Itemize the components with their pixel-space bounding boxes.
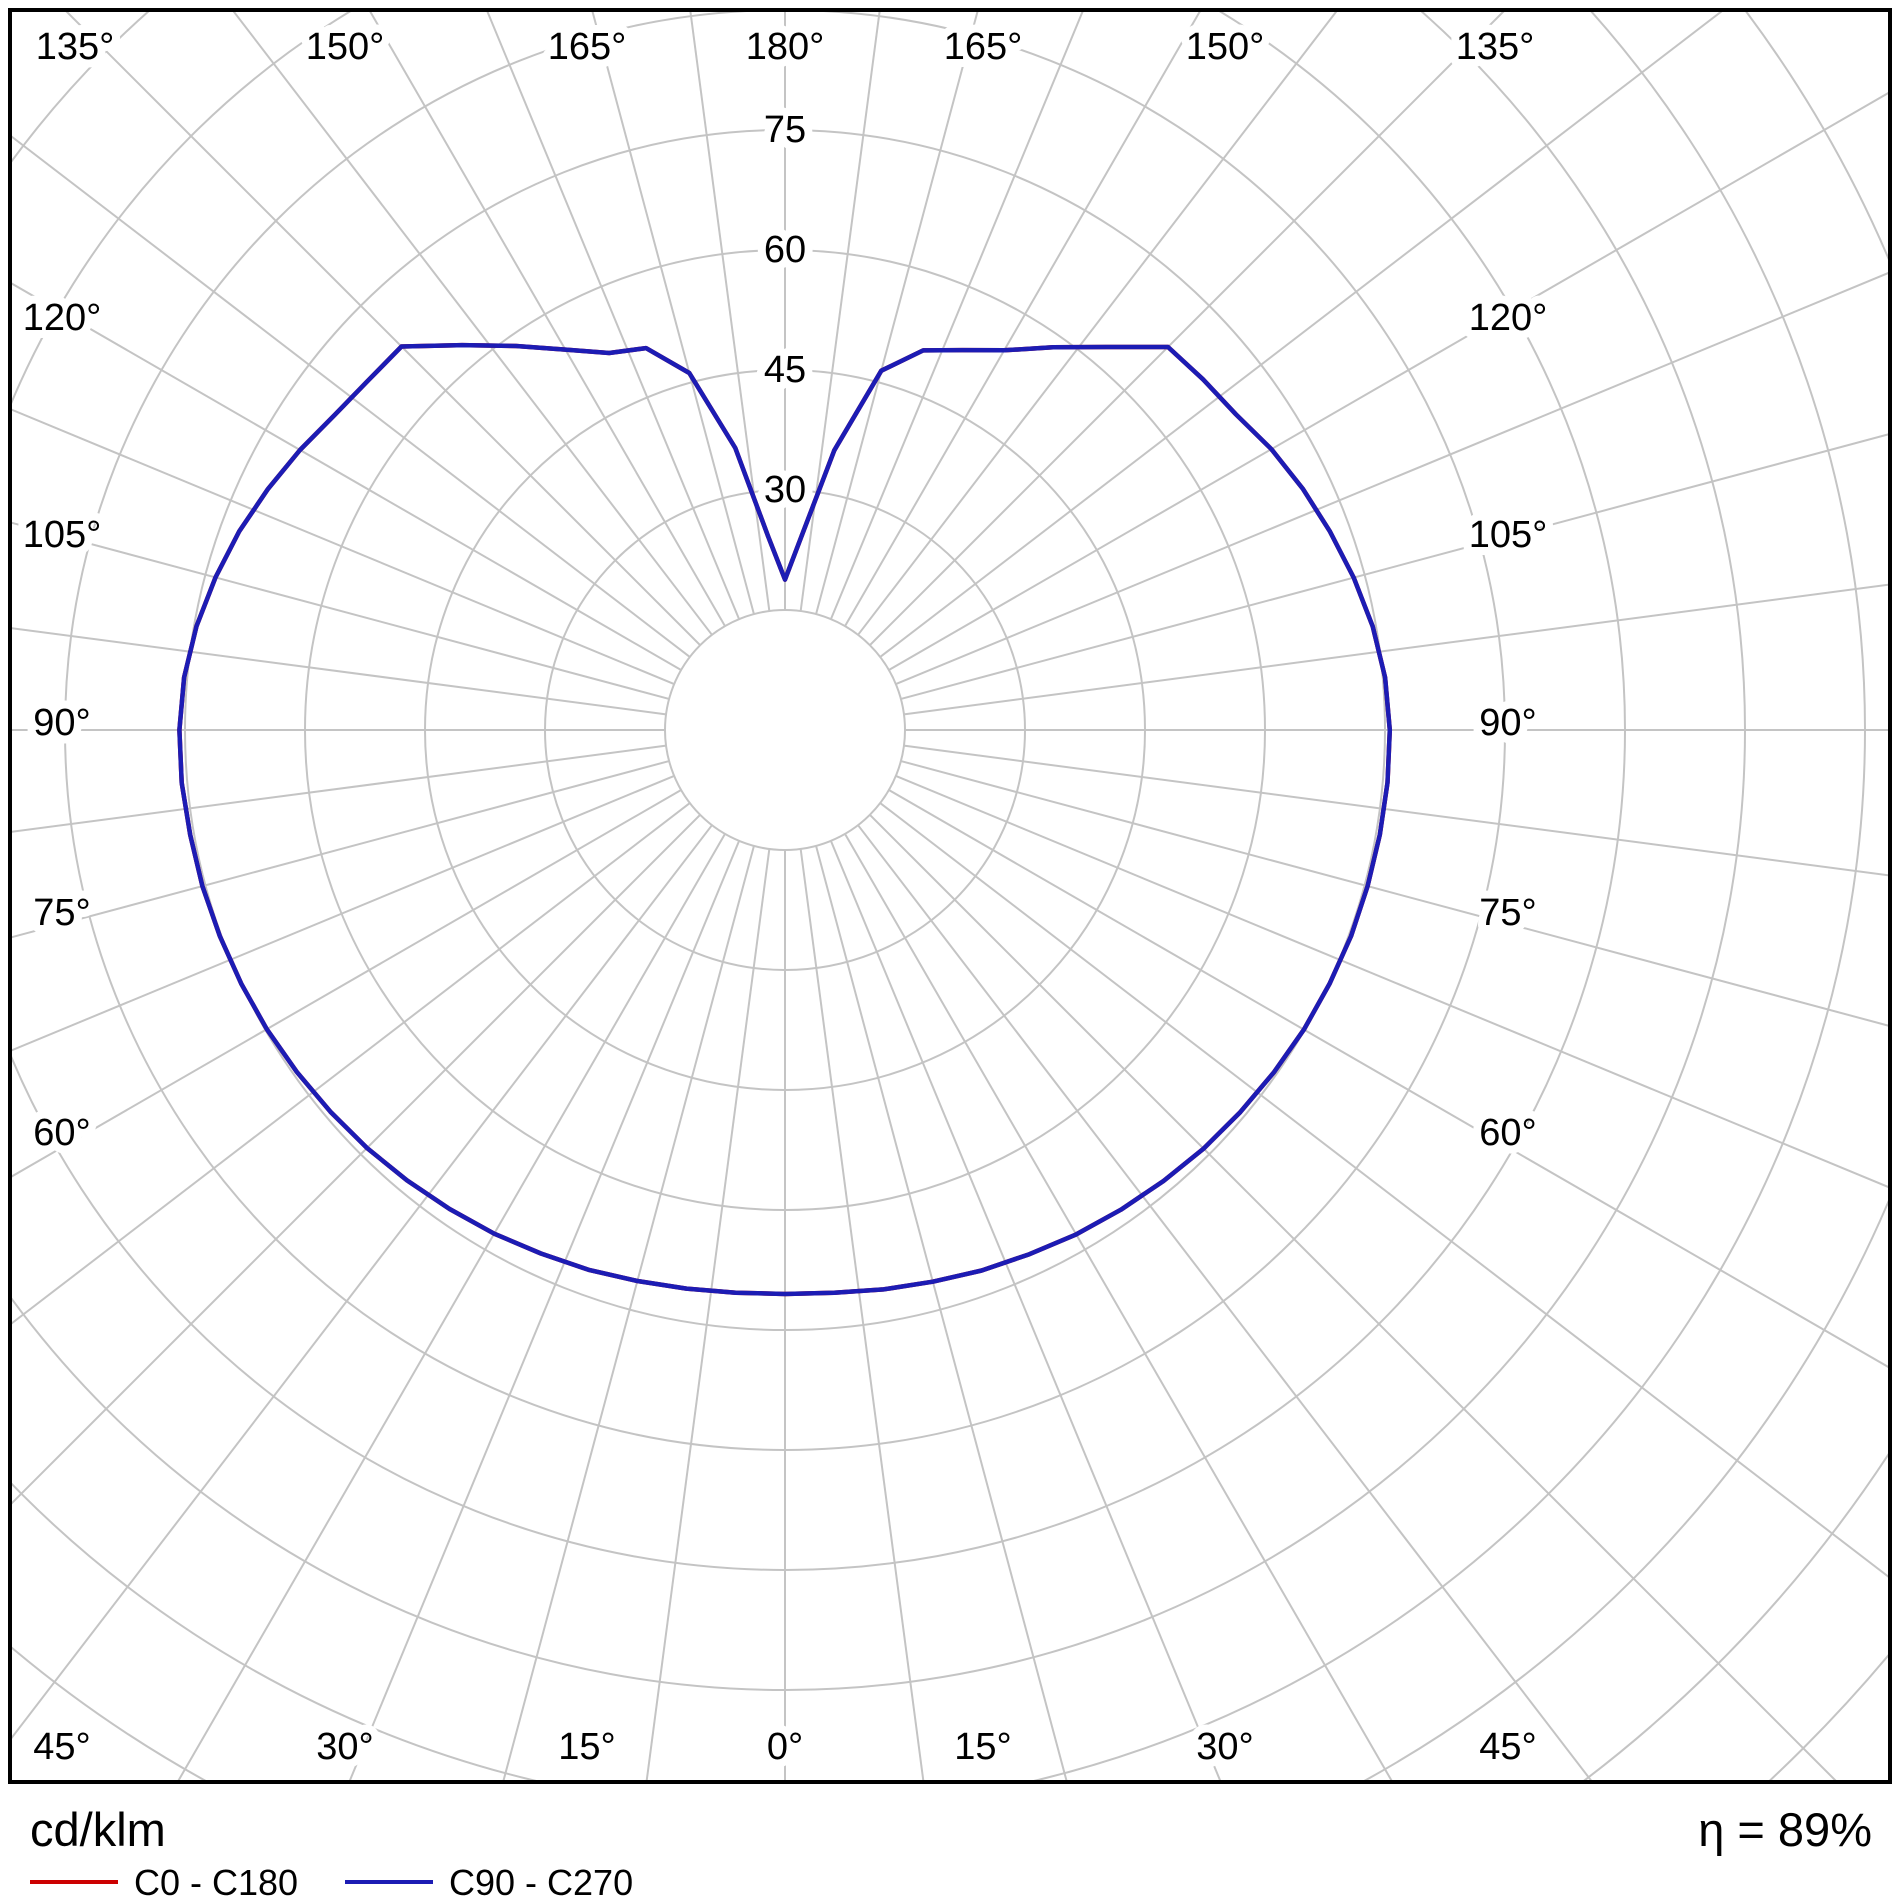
polar-spoke (895, 774, 1888, 1188)
polar-spoke (12, 627, 667, 716)
polar-spoke (895, 272, 1888, 686)
angle-label: 105° (1469, 514, 1548, 556)
angle-label: 60° (1479, 1112, 1536, 1154)
intensity-curve-c90-c270 (177, 342, 1393, 1297)
polar-spoke (799, 848, 925, 1780)
units-label: cd/klm (30, 1803, 166, 1856)
angle-label: 45° (1479, 1726, 1536, 1768)
polar-spoke (689, 12, 771, 612)
polar-spoke (502, 845, 755, 1780)
polar-spoke (903, 583, 1888, 716)
angle-label: 165° (944, 26, 1023, 68)
polar-spoke (879, 802, 1888, 1578)
polar-spoke (857, 824, 1592, 1780)
polar-spoke (12, 760, 670, 939)
legend-label-c0-c180: C0 - C180 (134, 1862, 298, 1900)
polar-spoke (348, 840, 741, 1780)
polar-spoke (177, 833, 726, 1780)
polar-spoke (888, 92, 1888, 671)
angle-label: 90° (33, 702, 90, 744)
polar-ring (12, 12, 1866, 1780)
polar-spoke (829, 12, 1084, 620)
angle-label: 90° (1479, 702, 1536, 744)
polar-spoke (857, 12, 1338, 636)
radial-tick-label: 75 (764, 109, 806, 151)
polar-ring (664, 609, 906, 851)
efficiency-label: η = 89% (1698, 1803, 1872, 1856)
polar-spoke (900, 433, 1888, 700)
angle-label: 105° (23, 514, 102, 556)
angle-label: 60° (33, 1112, 90, 1154)
angle-label: 135° (1456, 26, 1535, 68)
angle-label: 30° (1196, 1726, 1253, 1768)
polar-spoke (65, 12, 701, 646)
polar-spoke (486, 12, 741, 620)
polar-spoke (12, 744, 667, 833)
polar-spoke (869, 814, 1837, 1780)
polar-spoke (12, 774, 675, 1052)
angle-label: 120° (1469, 297, 1548, 339)
polar-spoke (815, 845, 1068, 1780)
polar-spoke (12, 789, 682, 1178)
angle-label: 180° (746, 26, 825, 68)
chart-frame (8, 8, 1892, 1784)
legend-label-c90-c270: C90 - C270 (449, 1862, 633, 1900)
polar-spoke (869, 12, 1505, 646)
polar-spoke (12, 282, 682, 671)
angle-label: 45° (33, 1726, 90, 1768)
angle-label: 15° (954, 1726, 1011, 1768)
angle-label: 15° (558, 1726, 615, 1768)
angle-label: 150° (306, 26, 385, 68)
polar-spoke (844, 12, 1201, 627)
polar-spoke (815, 12, 979, 615)
polar-spoke (900, 760, 1888, 1027)
polar-spoke (12, 824, 713, 1740)
polar-spoke (799, 12, 881, 612)
polar-spoke (879, 12, 1723, 658)
polar-spoke (12, 521, 670, 700)
polar-spoke (591, 12, 755, 615)
polar-spoke (888, 789, 1888, 1368)
polar-spoke (903, 744, 1888, 877)
polar-spoke (844, 833, 1393, 1780)
angle-label: 120° (23, 297, 102, 339)
polar-spoke (369, 12, 726, 627)
polar-spoke (12, 802, 691, 1325)
radial-tick-label: 60 (764, 229, 806, 271)
polar-spoke (232, 12, 713, 636)
polar-spoke (12, 135, 691, 658)
angle-label: 75° (1479, 892, 1536, 934)
polar-spoke (645, 848, 771, 1780)
angle-label: 75° (33, 892, 90, 934)
radial-tick-label: 45 (764, 349, 806, 391)
angle-label: 165° (548, 26, 627, 68)
polar-spoke (829, 840, 1222, 1780)
angle-label: 135° (36, 26, 115, 68)
angle-label: 0° (767, 1726, 803, 1768)
angle-label: 150° (1186, 26, 1265, 68)
polar-spoke (12, 408, 675, 686)
angle-label: 30° (316, 1726, 373, 1768)
radial-tick-label: 30 (764, 469, 806, 511)
polar-spoke (12, 814, 701, 1505)
polar-ring (12, 12, 1626, 1571)
